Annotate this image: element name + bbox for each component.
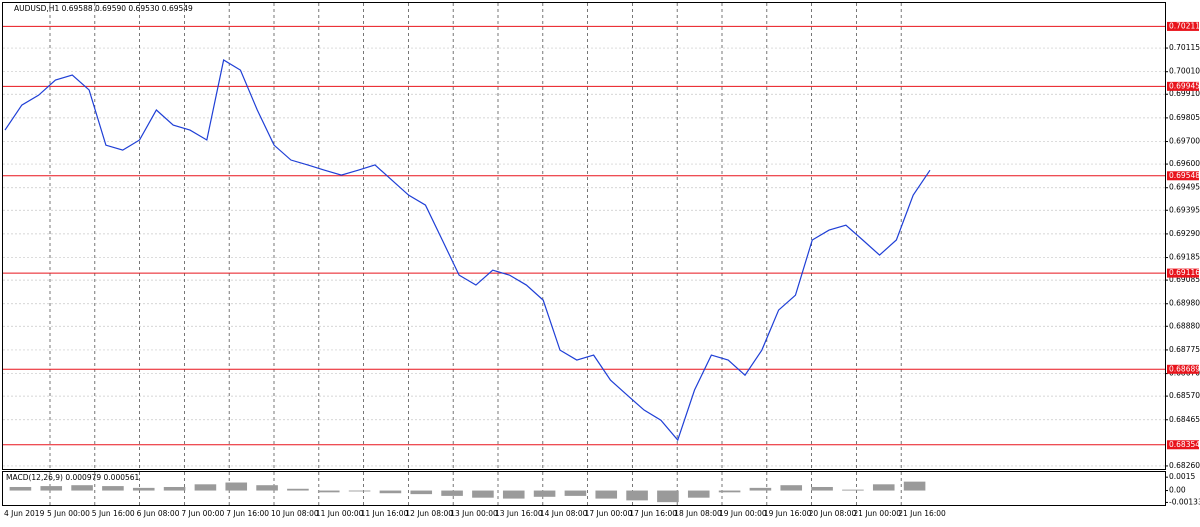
y-tick-label: 0.68465 <box>1169 415 1200 424</box>
level-label: 0.69548 <box>1169 171 1200 180</box>
macd-bar <box>317 490 340 493</box>
x-tick-label: 21 Jun 16:00 <box>898 509 946 518</box>
y-tick-label: 0.68260 <box>1169 461 1200 470</box>
macd-bar <box>9 486 32 491</box>
y-tick-label: 0.68880 <box>1169 321 1200 330</box>
level-label-bg <box>1167 268 1199 278</box>
macd-bar <box>225 482 248 491</box>
macd-bar <box>533 490 556 497</box>
x-tick-label: 14 Jun 08:00 <box>540 509 588 518</box>
y-tick-label: 0.69395 <box>1169 205 1200 214</box>
macd-bar <box>626 490 648 501</box>
level-label-bg <box>1167 81 1199 91</box>
level-label: 0.69945 <box>1169 81 1200 90</box>
x-tick-label: 5 Jun 16:00 <box>92 509 135 518</box>
macd-title: MACD(12,26,9) 0.000979 0.000561 <box>6 473 140 482</box>
x-tick-label: 17 Jun 00:00 <box>585 509 633 518</box>
x-tick-label: 21 Jun 00:00 <box>853 509 901 518</box>
macd-bar <box>687 490 710 498</box>
y-tick-label: 0.69910 <box>1169 89 1200 98</box>
y-tick-label: 0.70115 <box>1169 43 1200 52</box>
macd-bar <box>132 487 155 491</box>
level-label-bg <box>1167 171 1199 181</box>
macd-bar <box>749 487 772 491</box>
x-tick-label: 12 Jun 08:00 <box>405 509 453 518</box>
macd-bar <box>40 486 63 491</box>
macd-bar <box>102 486 124 491</box>
x-tick-label: 18 Jun 08:00 <box>674 509 722 518</box>
macd-y-tick-label: 0.0015 <box>1169 472 1195 481</box>
y-tick-label: 0.69700 <box>1169 137 1200 146</box>
x-tick-label: 11 Jun 16:00 <box>361 509 409 518</box>
macd-bar <box>410 490 433 495</box>
x-tick-label: 20 Jun 08:00 <box>809 509 857 518</box>
level-label-bg <box>1167 364 1199 374</box>
macd-bar <box>780 485 803 491</box>
y-tick-label: 0.69495 <box>1169 183 1200 192</box>
x-tick-label: 7 Jun 00:00 <box>181 509 224 518</box>
level-label-bg <box>1167 21 1199 31</box>
macd-bar <box>872 484 895 491</box>
macd-bar <box>441 490 463 496</box>
x-tick-label: 5 Jun 00:00 <box>47 509 90 518</box>
y-tick-label: 0.69805 <box>1169 113 1200 122</box>
y-tick-label: 0.68775 <box>1169 345 1200 354</box>
y-tick-label: 0.69290 <box>1169 229 1200 238</box>
macd-bar <box>564 490 587 496</box>
macd-bar <box>903 481 926 491</box>
y-tick-label: 0.69085 <box>1169 275 1200 284</box>
level-label: 0.70211 <box>1169 21 1200 30</box>
macd-bar <box>287 488 309 491</box>
macd-bar <box>502 490 525 499</box>
macd-bar <box>842 489 864 491</box>
price-line <box>4 59 931 442</box>
macd-bar <box>657 490 679 503</box>
x-tick-label: 17 Jun 16:00 <box>629 509 677 518</box>
macd-bar <box>472 490 494 498</box>
macd-y-tick-label: 0.00 <box>1169 486 1186 495</box>
y-tick-label: 0.68980 <box>1169 299 1200 308</box>
main-frame <box>2 2 1166 470</box>
macd-frame <box>2 471 1166 506</box>
macd-bar <box>348 490 371 492</box>
macd-y-tick-label: -0.001331 <box>1169 497 1200 506</box>
chart-title: AUDUSD,H1 0.69588 0.69590 0.69530 0.6954… <box>14 4 193 13</box>
x-tick-label: 10 Jun 08:00 <box>271 509 319 518</box>
x-tick-label: 13 Jun 16:00 <box>495 509 543 518</box>
level-label-bg <box>1167 440 1199 450</box>
macd-bar <box>256 485 278 491</box>
macd-bar <box>194 484 217 491</box>
y-tick-label: 0.69600 <box>1169 159 1200 168</box>
macd-bar <box>595 490 618 499</box>
x-tick-label: 4 Jun 2019 <box>4 509 45 518</box>
macd-bar <box>163 486 186 491</box>
x-tick-label: 11 Jun 00:00 <box>316 509 364 518</box>
y-tick-label: 0.68570 <box>1169 391 1200 400</box>
x-tick-label: 19 Jun 16:00 <box>764 509 812 518</box>
x-tick-label: 6 Jun 08:00 <box>137 509 180 518</box>
y-tick-label: 0.69185 <box>1169 253 1200 262</box>
macd-bar <box>71 485 93 491</box>
x-tick-label: 7 Jun 16:00 <box>226 509 269 518</box>
macd-bar <box>811 486 833 491</box>
macd-bar <box>379 490 402 494</box>
level-label: 0.68689 <box>1169 364 1200 373</box>
level-label: 0.69116 <box>1169 268 1200 277</box>
x-tick-label: 19 Jun 00:00 <box>719 509 767 518</box>
x-tick-label: 13 Jun 00:00 <box>450 509 498 518</box>
y-tick-label: 0.70010 <box>1169 67 1200 76</box>
macd-bar <box>718 490 741 493</box>
level-label: 0.68354 <box>1169 440 1200 449</box>
